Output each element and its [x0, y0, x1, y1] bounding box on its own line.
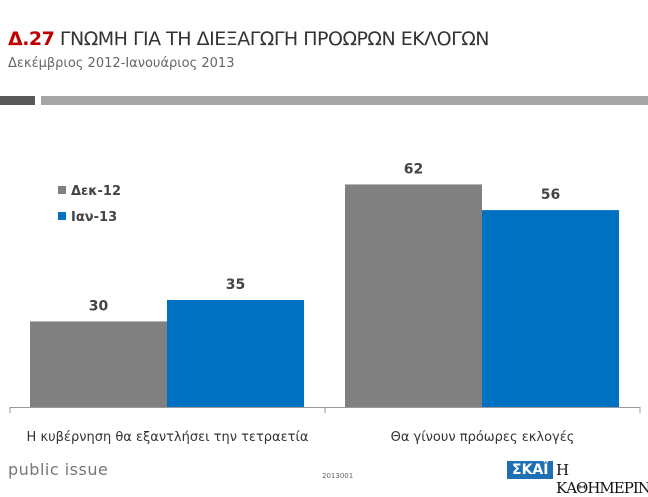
bar-jan13 [167, 300, 304, 407]
bar-dec12 [345, 184, 482, 407]
category-label: Θα γίνουν πρόωρες εκλογές [391, 430, 575, 445]
bar-jan13 [482, 210, 619, 407]
divider-dark [0, 96, 35, 105]
kathimerini-logo: Η ΚΑΘΗΜΕΡΙΝΗ [556, 461, 648, 497]
legend-swatch [58, 212, 66, 220]
data-label: 62 [404, 161, 423, 177]
skai-logo: ΣΚΑΪ [507, 461, 554, 479]
subtitle: Δεκέμβριος 2012-Ιανουάριος 2013 [8, 56, 235, 71]
category-label: Η κυβέρνηση θα εξαντλήσει την τετραετία [27, 430, 309, 445]
survey-code: 2013001 [322, 472, 354, 480]
data-label: 56 [541, 187, 560, 203]
legend-swatch [58, 186, 66, 194]
bar-chart: 30 35 Η κυβέρνηση θα εξαντλήσει την τετραε… [9, 161, 641, 445]
data-label: 30 [89, 298, 109, 314]
legend-label: Δεκ-12 [71, 184, 121, 199]
chart-title: ΓΝΩΜΗ ΓΙΑ ΤΗ ΔΙΕΞΑΓΩΓΗ ΠΡΟΩΡΩΝ ΕΚΛΟΓΩΝ [59, 28, 490, 50]
legend-label: Ιαν-13 [71, 210, 117, 225]
divider-light [41, 96, 648, 105]
data-label: 35 [226, 277, 245, 293]
chart-code: Δ.27 [8, 28, 55, 50]
page-title: Δ.27 ΓΝΩΜΗ ΓΙΑ ΤΗ ΔΙΕΞΑΓΩΓΗ ΠΡΟΩΡΩΝ ΕΚΛΟ… [8, 28, 489, 50]
bar-dec12 [30, 321, 167, 407]
public-issue-logo: public issue [8, 460, 109, 479]
